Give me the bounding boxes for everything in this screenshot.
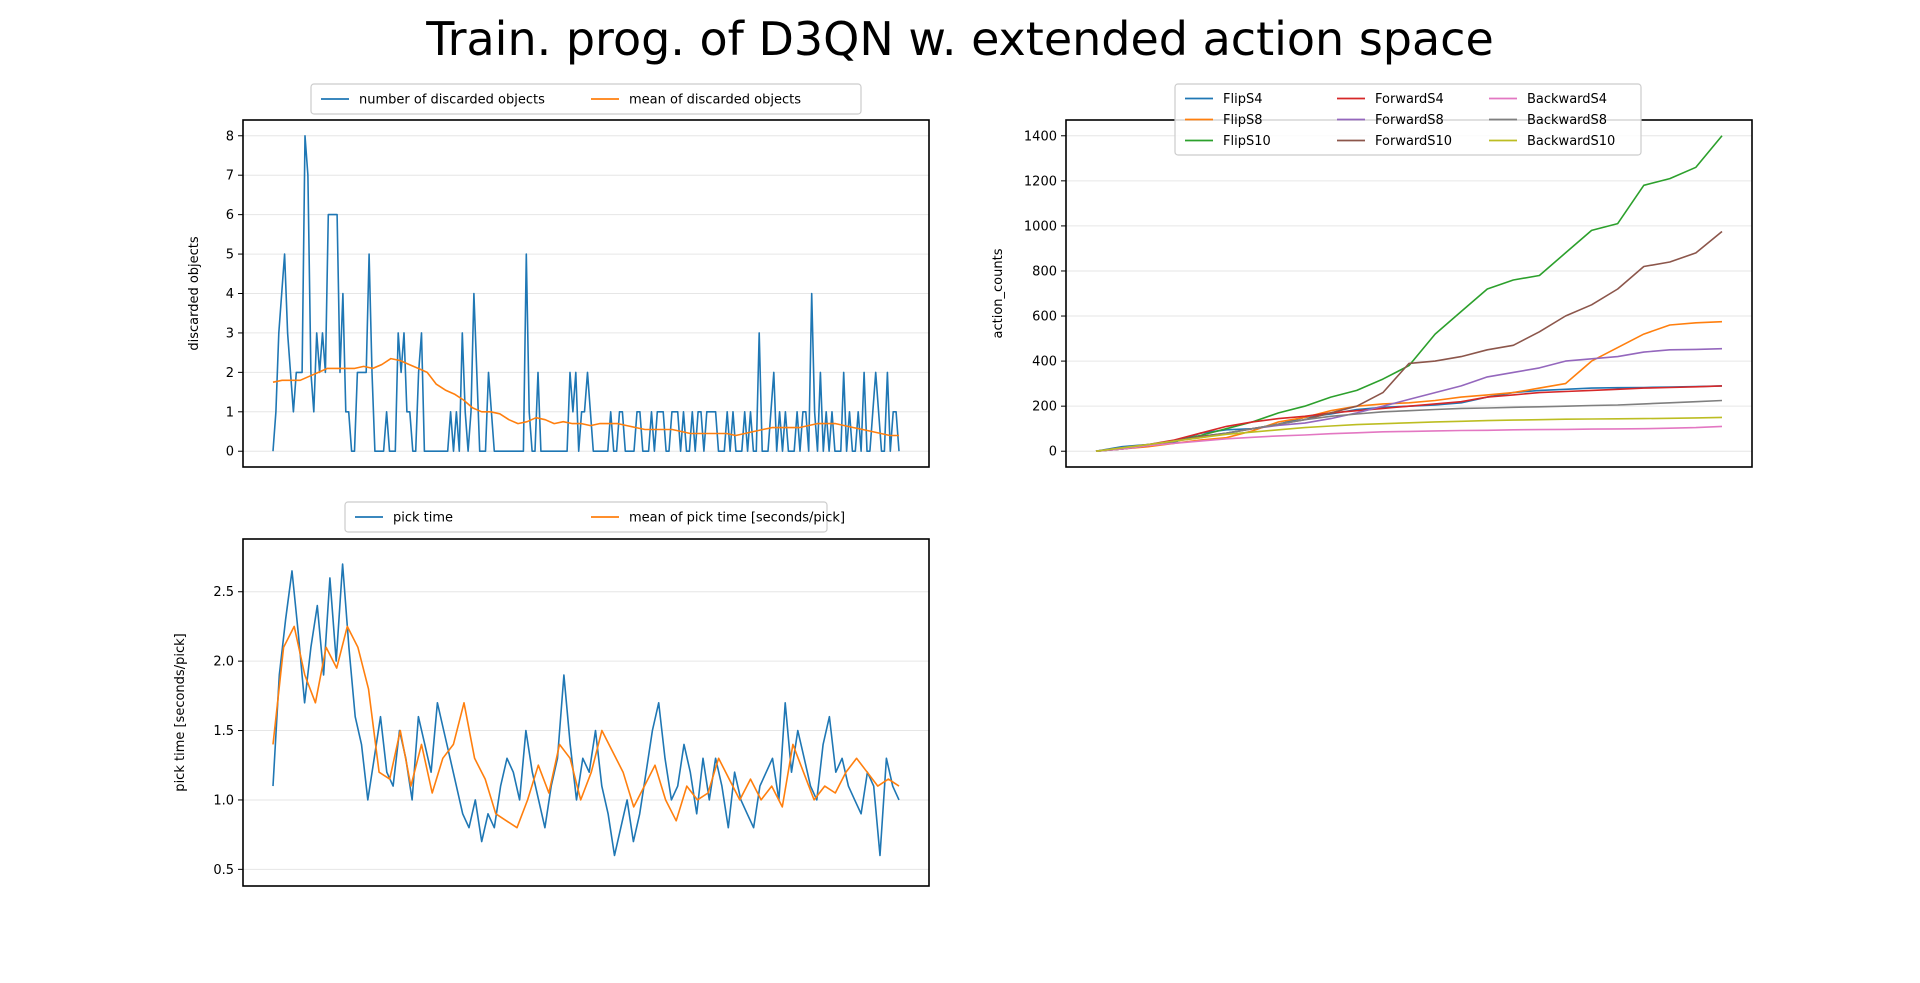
legend-label: FlipS10 [1223, 134, 1271, 149]
legend-label: BackwardS4 [1527, 92, 1607, 107]
y-tick-label: 6 [226, 208, 234, 223]
y-tick-label: 4 [226, 287, 234, 302]
series-line-backwards4 [1095, 425, 1723, 452]
legend-label: mean of discarded objects [629, 93, 801, 108]
y-tick-label: 1200 [1024, 174, 1057, 189]
chart-discarded: 0 1 2 3 4 5 6 7 8 discarded objects number of disc… [187, 83, 930, 468]
legend-box [1174, 83, 1642, 156]
legend-label: BackwardS8 [1527, 113, 1607, 128]
legend-label: ForwardS10 [1375, 134, 1452, 149]
plot-frame [242, 538, 930, 887]
series-line-flips10 [1095, 135, 1723, 452]
y-tick-label: 7 [226, 169, 234, 184]
legend-label: FlipS8 [1223, 113, 1262, 128]
y-tick-label: 0 [1049, 445, 1057, 460]
legend-label: number of discarded objects [359, 93, 545, 108]
series-line-number-of-discarded-objects [272, 135, 900, 453]
legend-box [344, 501, 828, 533]
y-tick-label: 400 [1032, 355, 1057, 370]
y-tick-label: 1000 [1024, 219, 1057, 234]
legend: pick time mean of pick time [seconds/pick… [344, 501, 845, 533]
y-tick-label: 200 [1032, 400, 1057, 415]
legend-label: ForwardS4 [1375, 92, 1444, 107]
chart-actions: 0 200 400 600 800 1000 1200 1400 action_counts Fl… [991, 83, 1753, 468]
y-tick-label: 2 [226, 366, 234, 381]
y-tick-label: 800 [1032, 264, 1057, 279]
series-line-forwards10 [1095, 230, 1723, 452]
legend-label: pick time [393, 511, 453, 526]
legend-label: FlipS4 [1223, 92, 1262, 107]
series-line-backwards10 [1095, 416, 1723, 452]
y-tick-label: 1.5 [213, 724, 234, 739]
legend-label: mean of pick time [seconds/pick] [629, 511, 845, 526]
series-line-backwards8 [1095, 399, 1723, 452]
y-tick-label: 1.0 [213, 793, 234, 808]
legend-label: ForwardS8 [1375, 113, 1444, 128]
y-tick-label: 5 [226, 248, 234, 263]
y-tick-label: 2.5 [213, 585, 234, 600]
series-line-mean-of-discarded-objects [272, 357, 899, 437]
legend-label: BackwardS10 [1527, 134, 1615, 149]
y-axis-label: action_counts [991, 248, 1006, 338]
y-tick-label: 600 [1032, 310, 1057, 325]
series-line-pick-time [272, 563, 900, 857]
series-line-flips8 [1095, 320, 1723, 452]
series-line-mean-of-pick-time-seconds-pick- [272, 625, 900, 829]
figure-title: Train. prog. of D3QN w. extended action … [426, 12, 1494, 66]
series-line-forwards4 [1095, 385, 1723, 452]
y-tick-label: 0.5 [213, 863, 234, 878]
legend: number of discarded objects mean of disca… [310, 83, 862, 115]
y-tick-label: 8 [226, 129, 234, 144]
y-tick-label: 2.0 [213, 655, 234, 670]
plot-frame [1065, 119, 1753, 468]
y-axis-label: pick time [seconds/pick] [173, 633, 188, 791]
y-tick-label: 1 [226, 405, 234, 420]
y-tick-label: 3 [226, 326, 234, 341]
y-tick-label: 0 [226, 445, 234, 460]
y-axis-label: discarded objects [187, 236, 202, 351]
chart-picktime: 0.5 1.0 1.5 2.0 2.5 pick time [seconds/pick] p… [173, 501, 930, 887]
legend-box [310, 83, 862, 115]
legend: FlipS4 FlipS8 FlipS10 ForwardS4 ForwardS8 For… [1174, 83, 1642, 156]
y-tick-label: 1400 [1024, 129, 1057, 144]
